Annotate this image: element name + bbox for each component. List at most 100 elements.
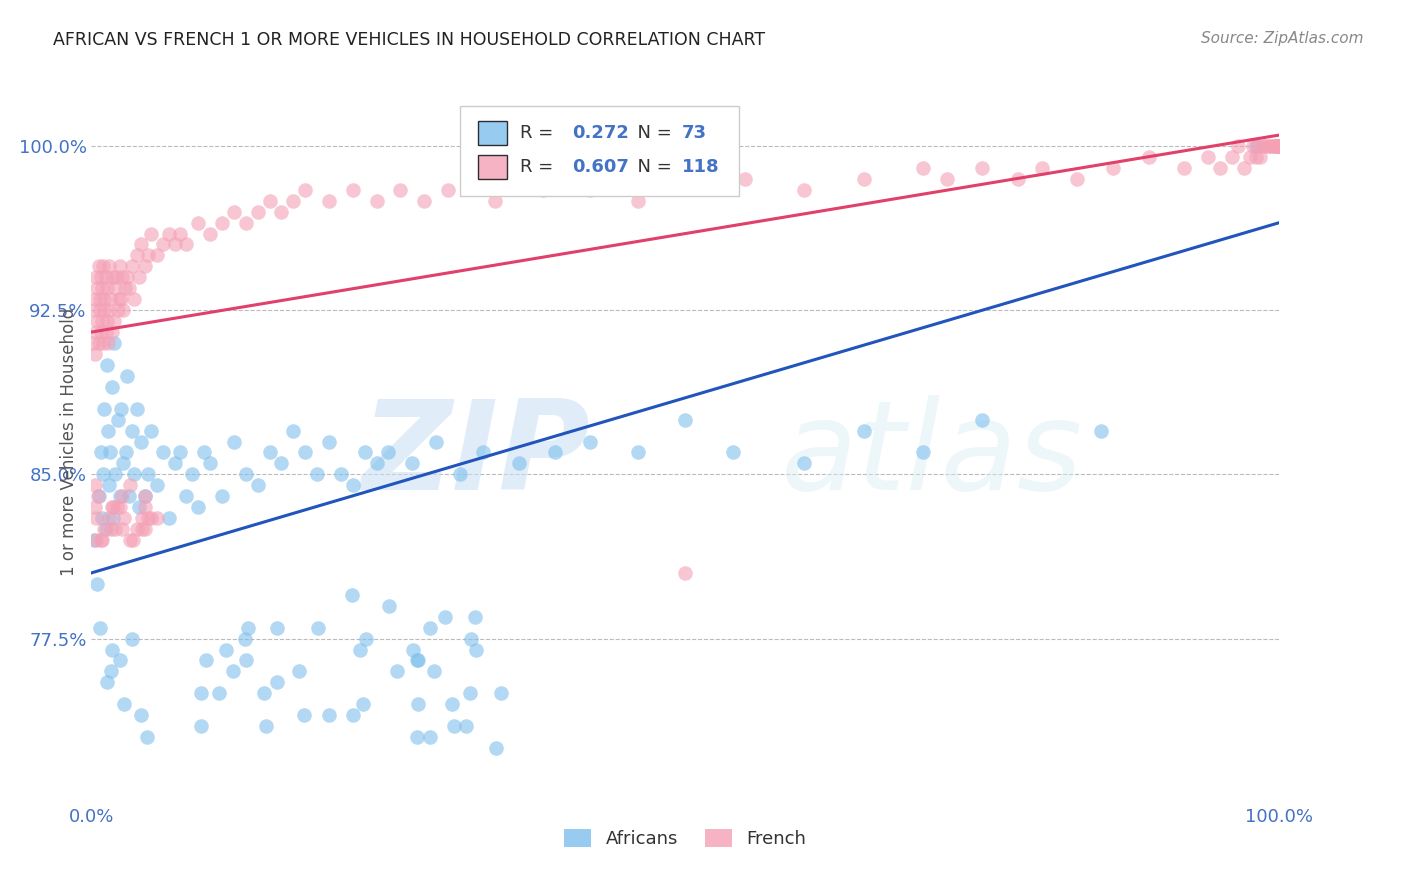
Point (118, 478, 141, 492)
FancyBboxPatch shape (478, 155, 508, 179)
Point (266, 675, 288, 690)
Point (443, 719, 465, 733)
Point (911, 445, 934, 459)
Text: Source: ZipAtlas.com: Source: ZipAtlas.com (1201, 31, 1364, 46)
Point (96, 314, 118, 328)
Point (97, 336, 120, 351)
Point (84, 500, 107, 515)
Point (292, 708, 315, 723)
Point (972, 161, 994, 175)
Point (93, 303, 115, 318)
Point (100, 522, 122, 536)
Point (187, 216, 209, 230)
Point (342, 708, 364, 723)
Point (211, 216, 233, 230)
Point (84, 511, 107, 525)
Point (222, 204, 245, 219)
Point (406, 698, 429, 712)
Point (122, 467, 145, 482)
Point (458, 686, 481, 700)
Point (84, 292, 107, 306)
Point (235, 216, 257, 230)
Point (97, 424, 120, 438)
Point (463, 609, 485, 624)
Point (508, 457, 530, 471)
Point (121, 424, 143, 438)
Point (134, 522, 156, 536)
Text: R =: R = (520, 158, 560, 176)
Point (96, 675, 118, 690)
Point (129, 434, 152, 449)
Point (122, 292, 145, 306)
Point (100, 665, 122, 679)
Point (1268, 139, 1291, 153)
Point (100, 325, 122, 339)
Point (377, 445, 399, 459)
Point (87, 260, 110, 274)
Point (294, 445, 316, 459)
Point (112, 698, 135, 712)
Point (1031, 161, 1053, 175)
Point (118, 281, 141, 295)
Point (579, 183, 602, 197)
Text: N =: N = (626, 124, 678, 142)
Point (93, 522, 115, 536)
Point (94, 522, 117, 536)
Point (139, 424, 162, 438)
Point (460, 632, 482, 646)
Point (318, 434, 340, 449)
Point (200, 457, 222, 471)
Point (254, 719, 277, 733)
Point (440, 698, 463, 712)
Point (131, 522, 153, 536)
Point (86, 281, 108, 295)
Point (127, 522, 149, 536)
Point (734, 171, 756, 186)
Point (472, 445, 495, 459)
Point (100, 380, 122, 394)
Point (464, 642, 486, 657)
Point (91, 533, 114, 547)
Point (340, 588, 363, 602)
Point (270, 457, 292, 471)
Point (246, 204, 269, 219)
Point (972, 412, 994, 426)
Point (342, 183, 364, 197)
Point (121, 260, 143, 274)
Point (125, 401, 148, 416)
Point (103, 336, 125, 351)
Point (354, 632, 377, 646)
Point (318, 708, 340, 723)
Point (91, 281, 114, 295)
Point (236, 621, 259, 635)
Point (90, 325, 112, 339)
Point (484, 194, 506, 208)
Text: R =: R = (520, 124, 560, 142)
Point (349, 642, 371, 657)
Point (100, 292, 122, 306)
Point (436, 183, 458, 197)
Point (329, 467, 352, 482)
Point (1261, 139, 1284, 153)
Point (89, 621, 111, 635)
Point (215, 642, 238, 657)
Point (1007, 171, 1029, 186)
Point (93, 292, 115, 306)
Point (401, 457, 423, 471)
Point (112, 303, 135, 318)
Point (131, 511, 153, 525)
Point (181, 467, 204, 482)
Point (84, 347, 107, 361)
Point (1239, 150, 1261, 164)
Point (423, 665, 446, 679)
Point (366, 194, 388, 208)
Point (114, 281, 136, 295)
Point (104, 281, 127, 295)
Point (935, 171, 957, 186)
Point (86, 314, 108, 328)
Point (491, 686, 513, 700)
Point (1263, 139, 1285, 153)
Text: N =: N = (626, 158, 678, 176)
Point (110, 401, 132, 416)
Point (87, 489, 110, 503)
